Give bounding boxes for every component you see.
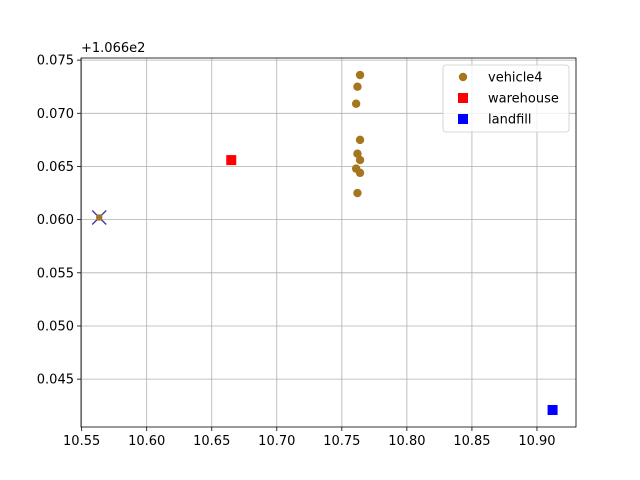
vehicle4-point xyxy=(355,135,365,145)
legend-box xyxy=(442,64,570,133)
y-tick-label: 0.050 xyxy=(37,319,74,334)
y-tick-label: 0.060 xyxy=(37,213,74,228)
y-tick-label: 0.065 xyxy=(37,160,74,175)
legend: vehicle4 warehouse landfill xyxy=(442,64,570,133)
legend-label-vehicle4: vehicle4 xyxy=(488,71,543,86)
x-tick-label: 10.60 xyxy=(128,434,165,449)
x-tick-label: 10.80 xyxy=(388,434,425,449)
axis-ticks: 10.55 10.60 10.65 10.70 10.75 10.80 10.85 10.90… xyxy=(37,54,556,449)
data-points xyxy=(91,70,558,415)
x-tick-label: 10.75 xyxy=(323,434,360,449)
legend-marker-landfill xyxy=(458,114,468,124)
y-tick-label: 0.075 xyxy=(37,54,74,69)
legend-label-landfill: landfill xyxy=(488,113,531,128)
warehouse-point xyxy=(226,155,237,166)
vehicle4-point xyxy=(353,149,362,158)
vehicle4-point xyxy=(355,168,365,178)
y-tick-label: 0.055 xyxy=(37,266,74,281)
y-axis-offset-label: +1.066e2 xyxy=(81,41,145,56)
plot-frame xyxy=(80,57,577,428)
x-tick-label: 10.85 xyxy=(453,434,490,449)
x-tick-label: 10.90 xyxy=(518,434,555,449)
legend-label-warehouse: warehouse xyxy=(488,92,559,107)
x-tick-label: 10.70 xyxy=(258,434,295,449)
vehicle4-point xyxy=(355,70,365,80)
legend-marker-warehouse xyxy=(458,93,468,103)
x-tick-label: 10.55 xyxy=(63,434,100,449)
vehicle4-point xyxy=(355,155,365,165)
landfill-point xyxy=(547,404,558,415)
start-point xyxy=(96,214,103,221)
vehicle4-point xyxy=(353,188,362,198)
x-tick-label: 10.65 xyxy=(193,434,230,449)
vehicle4-point xyxy=(351,99,361,108)
y-tick-label: 0.045 xyxy=(37,373,74,388)
vehicle4-point xyxy=(353,82,362,91)
y-tick-label: 0.070 xyxy=(37,107,74,122)
legend-marker-vehicle4 xyxy=(458,72,468,82)
